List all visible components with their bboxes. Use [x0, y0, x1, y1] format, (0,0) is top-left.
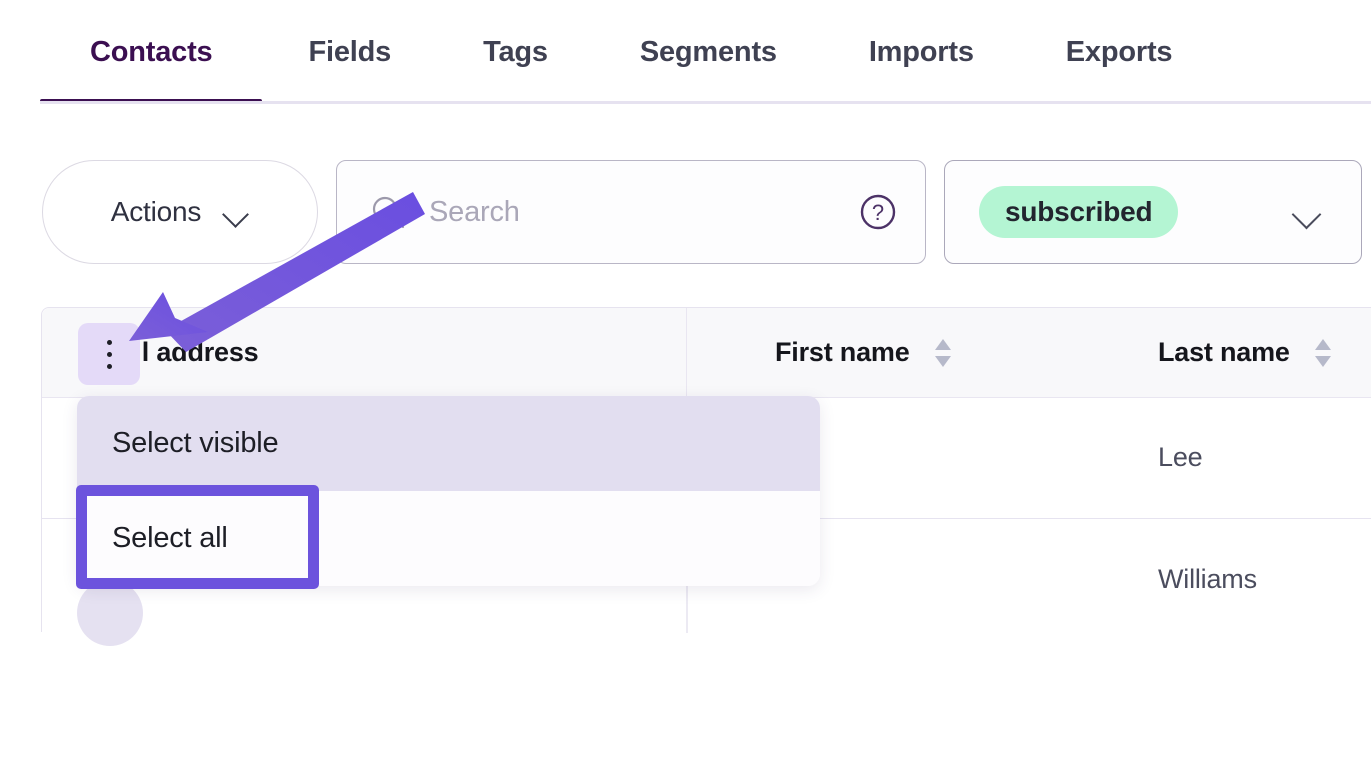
- tab-imports-label: Imports: [868, 35, 974, 68]
- tab-bar-divider: [40, 101, 1371, 104]
- cell-last-name: Lee: [1158, 441, 1203, 472]
- tab-fields[interactable]: Fields: [262, 0, 437, 104]
- tab-contacts[interactable]: Contacts: [40, 0, 263, 104]
- tab-tags-label: Tags: [483, 35, 548, 68]
- cell-last-name: Williams: [1158, 563, 1257, 594]
- dot: [106, 351, 112, 357]
- tab-segments-label: Segments: [639, 35, 777, 68]
- cell-email-address: [42, 638, 686, 758]
- actions-button-label: Actions: [110, 196, 202, 227]
- tab-bar: Contacts Fields Tags Segments Imports Ex…: [0, 0, 1371, 104]
- tab-contacts-label: Contacts: [90, 35, 213, 68]
- status-filter-select[interactable]: subscribed: [944, 160, 1362, 264]
- status-badge: subscribed: [979, 186, 1179, 238]
- search-placeholder: Search: [429, 195, 520, 228]
- menu-item-select-visible[interactable]: Select visible: [77, 396, 820, 491]
- chevron-down-icon: [223, 205, 249, 219]
- toolbar: Actions Search ? subscribed: [0, 160, 1371, 264]
- tab-exports-label: Exports: [1065, 35, 1173, 68]
- vertical-dots-icon[interactable]: [78, 323, 140, 385]
- dot: [106, 339, 112, 345]
- dot: [106, 363, 112, 369]
- column-header-last-name-label: Last name: [1158, 337, 1290, 367]
- column-header-first-name[interactable]: First name: [686, 308, 1072, 397]
- actions-button[interactable]: Actions: [42, 160, 318, 264]
- column-header-first-name-label: First name: [775, 337, 910, 367]
- tab-tags[interactable]: Tags: [437, 0, 594, 104]
- tab-imports[interactable]: Imports: [823, 0, 1020, 104]
- search-input[interactable]: Search ?: [336, 160, 926, 264]
- table-row[interactable]: [42, 638, 1371, 758]
- menu-item-select-all[interactable]: Select all: [77, 491, 820, 586]
- question-mark-circle-icon[interactable]: ?: [859, 193, 897, 231]
- menu-item-select-visible-label: Select visible: [112, 427, 279, 459]
- svg-text:?: ?: [872, 200, 884, 225]
- avatar: [77, 580, 143, 646]
- sort-icon[interactable]: [1312, 336, 1334, 370]
- table-header-row: Email address First name Last name: [42, 308, 1371, 398]
- sort-icon[interactable]: [932, 336, 954, 370]
- chevron-down-icon: [1293, 204, 1323, 220]
- cell-last-name: [1072, 638, 1371, 758]
- menu-item-select-all-label: Select all: [112, 522, 228, 554]
- tab-exports[interactable]: Exports: [1020, 0, 1219, 104]
- tab-segments[interactable]: Segments: [594, 0, 823, 104]
- table-row[interactable]: Lee: [42, 397, 1371, 517]
- column-header-last-name[interactable]: Last name: [1072, 308, 1371, 397]
- tab-list: Contacts Fields Tags Segments Imports Ex…: [40, 0, 1218, 104]
- selection-dropdown-menu: Select visible Select all: [77, 396, 820, 586]
- cell-first-name: [686, 638, 1072, 758]
- search-icon: [371, 195, 405, 229]
- tab-fields-label: Fields: [308, 35, 392, 68]
